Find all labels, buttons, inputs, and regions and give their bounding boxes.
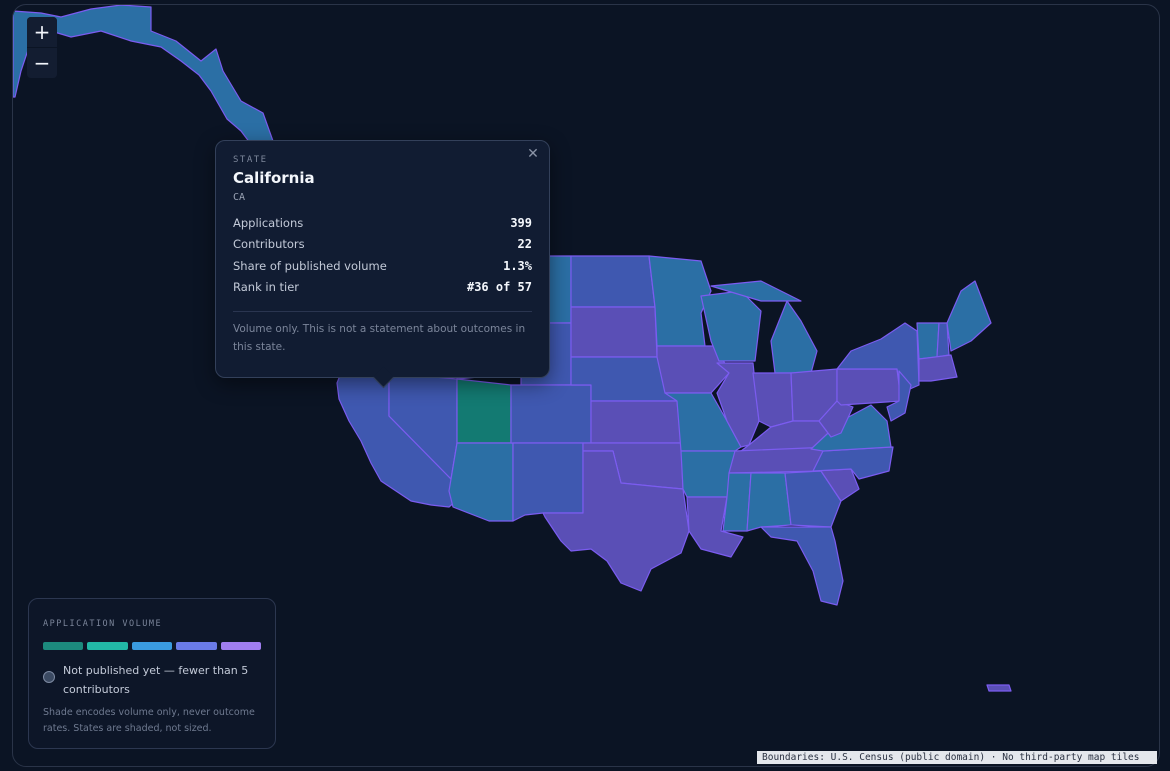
state-ar[interactable] <box>680 450 736 498</box>
legend-swatch-4 <box>176 642 217 650</box>
close-icon[interactable]: ✕ <box>527 146 539 162</box>
stat-row-applications: Applications 399 <box>233 212 532 234</box>
legend-title: APPLICATION VOLUME <box>43 619 163 629</box>
stat-label: Contributors <box>233 237 305 252</box>
state-az[interactable] <box>448 442 514 522</box>
state-popup: ✕ STATE California CA Applications 399 C… <box>215 140 550 389</box>
state-tx[interactable] <box>542 450 690 592</box>
state-pa[interactable] <box>836 368 902 406</box>
not-published-dot-icon <box>43 671 55 683</box>
state-nm[interactable] <box>512 442 584 522</box>
legend-swatch-1 <box>43 642 84 650</box>
legend-swatch-5 <box>220 642 262 650</box>
state-ma[interactable] <box>918 354 958 382</box>
state-vt[interactable] <box>916 322 940 360</box>
state-co[interactable] <box>510 384 592 444</box>
popup-state-abbr: CA <box>233 192 246 203</box>
stat-row-rank: Rank in tier #36 of 57 <box>233 277 532 299</box>
state-ut[interactable] <box>456 378 512 444</box>
legend-swatch-2 <box>87 642 128 650</box>
state-sd[interactable] <box>570 306 658 358</box>
state-in[interactable] <box>752 372 794 428</box>
stat-label: Share of published volume <box>233 258 387 273</box>
zoom-control: + − <box>27 17 57 78</box>
stat-value: 1.3% <box>503 258 532 273</box>
state-al[interactable] <box>746 472 792 532</box>
state-ks[interactable] <box>590 400 682 444</box>
state-nc[interactable] <box>812 446 894 480</box>
not-published-label: Not published yet — fewer than 5 contrib… <box>63 664 249 696</box>
stat-row-share: Share of published volume 1.3% <box>233 255 532 277</box>
state-nd[interactable] <box>570 255 656 308</box>
legend-note: Shade encodes volume only, never outcome… <box>43 707 255 734</box>
state-mn[interactable] <box>648 255 712 347</box>
state-me[interactable] <box>946 280 992 352</box>
popup-state-name: California <box>233 169 315 187</box>
stat-value: #36 of 57 <box>466 280 532 295</box>
state-mo[interactable] <box>664 392 742 452</box>
stat-label: Applications <box>233 215 304 230</box>
legend-swatches <box>43 642 262 650</box>
zoom-divider <box>27 47 57 48</box>
legend-swatch-3 <box>131 642 173 650</box>
stat-value: 399 <box>510 215 532 230</box>
state-nj[interactable] <box>886 370 912 422</box>
map-attribution: Boundaries: U.S. Census (public domain) … <box>757 751 1157 764</box>
stat-label: Rank in tier <box>233 280 300 295</box>
stat-value: 22 <box>517 237 532 252</box>
map-legend: APPLICATION VOLUME Not published yet — f… <box>28 598 276 749</box>
state-fl[interactable] <box>760 526 844 606</box>
legend-not-published: Not published yet — fewer than 5 contrib… <box>43 661 261 699</box>
territory-pr[interactable] <box>986 684 1012 692</box>
popup-kicker: STATE <box>233 155 268 165</box>
popup-divider <box>233 311 532 312</box>
state-ms[interactable] <box>722 472 752 532</box>
zoom-in-button[interactable]: + <box>27 17 57 47</box>
zoom-out-button[interactable]: − <box>27 48 57 78</box>
state-wv[interactable] <box>818 400 854 438</box>
popup-note: Volume only. This is not a statement abo… <box>233 323 526 353</box>
stat-row-contributors: Contributors 22 <box>233 234 532 256</box>
popup-stats: Applications 399 Contributors 22 Share o… <box>233 212 532 298</box>
